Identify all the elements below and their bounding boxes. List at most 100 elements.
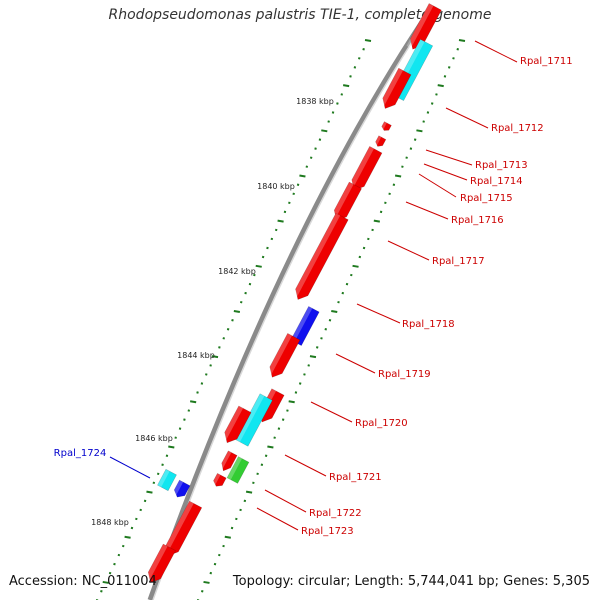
inner-tick xyxy=(117,553,121,557)
outer-tick xyxy=(447,66,451,69)
gene-label[interactable]: Rpal_1717 xyxy=(432,256,485,267)
outer-tick xyxy=(394,174,402,178)
inner-tick xyxy=(244,291,247,295)
inner-tick xyxy=(124,535,131,539)
inner-tick xyxy=(135,517,138,521)
outer-tick xyxy=(416,129,423,133)
gene-track xyxy=(144,3,442,586)
gene-label[interactable]: Rpal_1714 xyxy=(470,176,523,187)
inner-tick xyxy=(139,508,142,512)
gene-label[interactable]: Rpal_1720 xyxy=(355,418,408,429)
outer-tick xyxy=(260,463,264,466)
inner-tick xyxy=(340,93,344,96)
gene-label[interactable]: Rpal_1718 xyxy=(402,319,455,330)
inner-tick xyxy=(205,373,208,376)
outer-tick xyxy=(209,571,213,575)
inner-tick xyxy=(255,264,262,268)
outer-tick xyxy=(294,391,298,394)
inner-tick xyxy=(231,319,234,322)
gene-label[interactable]: Rpal_1712 xyxy=(491,123,544,134)
gene-label[interactable]: Rpal_1723 xyxy=(301,526,354,537)
gene-feature[interactable] xyxy=(211,473,227,488)
kbp-label: 1846 kbp xyxy=(135,434,173,443)
label-leader-line xyxy=(256,507,299,531)
genome-backbone xyxy=(147,20,425,600)
outer-tick xyxy=(303,373,306,376)
outer-tick xyxy=(371,228,374,232)
gene-feature[interactable] xyxy=(380,121,392,133)
outer-tick xyxy=(409,147,413,150)
gene-feature[interactable] xyxy=(220,405,252,446)
gene-feature[interactable] xyxy=(144,543,176,586)
gene-label[interactable]: Rpal_1716 xyxy=(451,215,504,226)
gene-feature[interactable] xyxy=(291,212,349,303)
outer-tick xyxy=(358,255,362,259)
inner-tick xyxy=(318,138,322,141)
gene-label[interactable]: Rpal_1711 xyxy=(520,56,573,67)
outer-tick xyxy=(239,508,242,512)
inner-tick xyxy=(200,382,204,385)
genome-summary-text: Topology: circular; Length: 5,744,041 bp… xyxy=(232,574,590,589)
outer-tick xyxy=(315,346,319,349)
gene-label[interactable]: Rpal_1722 xyxy=(309,508,362,519)
outer-tick xyxy=(288,400,295,404)
outer-tick xyxy=(401,165,404,168)
inner-tick xyxy=(321,129,328,133)
outer-tick xyxy=(443,75,447,78)
inner-tick xyxy=(226,328,230,331)
inner-tick xyxy=(349,75,352,78)
inner-tick xyxy=(178,427,182,430)
label-leader-line xyxy=(425,149,473,166)
kbp-label: 1844 kbp xyxy=(177,351,215,360)
inner-tick xyxy=(305,165,309,168)
outer-tick xyxy=(320,337,323,340)
gene-label[interactable]: Rpal_1724 xyxy=(54,448,107,459)
accession-text: Accession: NC_011004 xyxy=(9,574,157,589)
inner-tick xyxy=(113,562,116,566)
outer-tick xyxy=(267,445,274,449)
inner-tick xyxy=(309,156,313,159)
label-leader-line xyxy=(405,201,449,220)
gene-label[interactable]: Rpal_1721 xyxy=(329,472,382,483)
outer-tick xyxy=(307,364,310,367)
gene-label[interactable]: Rpal_1719 xyxy=(378,369,431,380)
inner-tick xyxy=(331,111,335,114)
inner-tick xyxy=(211,355,219,359)
gene-label[interactable]: Rpal_1713 xyxy=(475,160,528,171)
outer-tick xyxy=(252,481,255,485)
gene-feature[interactable] xyxy=(266,333,301,380)
inner-tick xyxy=(299,174,306,178)
gene-label[interactable]: Rpal_1715 xyxy=(460,193,513,204)
inner-tick xyxy=(283,210,287,214)
gene-feature[interactable] xyxy=(157,468,177,492)
gene-feature[interactable] xyxy=(218,450,238,473)
gene-feature[interactable] xyxy=(226,456,250,484)
outer-tick xyxy=(281,418,285,421)
outer-tick xyxy=(379,210,383,214)
inner-tick xyxy=(121,544,125,548)
inner-tick xyxy=(143,499,147,503)
outer-tick xyxy=(222,544,225,548)
inner-tick xyxy=(336,102,339,105)
gene-feature[interactable] xyxy=(171,479,191,500)
outer-tick xyxy=(218,553,221,557)
inner-tick xyxy=(102,580,109,584)
outer-tick xyxy=(245,490,253,494)
outer-tick xyxy=(273,436,276,439)
inner-tick xyxy=(362,48,365,51)
label-leader-line xyxy=(423,163,468,181)
outer-tick xyxy=(405,156,408,159)
outer-tick xyxy=(362,246,366,250)
gene-feature[interactable] xyxy=(378,67,412,112)
inner-tick xyxy=(274,228,278,232)
outer-tick xyxy=(277,427,281,430)
gene-feature[interactable] xyxy=(374,135,387,149)
outer-tick xyxy=(388,192,391,196)
outer-tick xyxy=(384,201,387,205)
inner-tick xyxy=(248,282,252,286)
outer-tick xyxy=(413,138,417,141)
outer-tick xyxy=(435,93,438,96)
kbp-scale: 1838 kbp 1840 kbp 1842 kbp 1844 kbp 1846 kbp… xyxy=(91,97,334,527)
inner-tick xyxy=(218,346,221,349)
